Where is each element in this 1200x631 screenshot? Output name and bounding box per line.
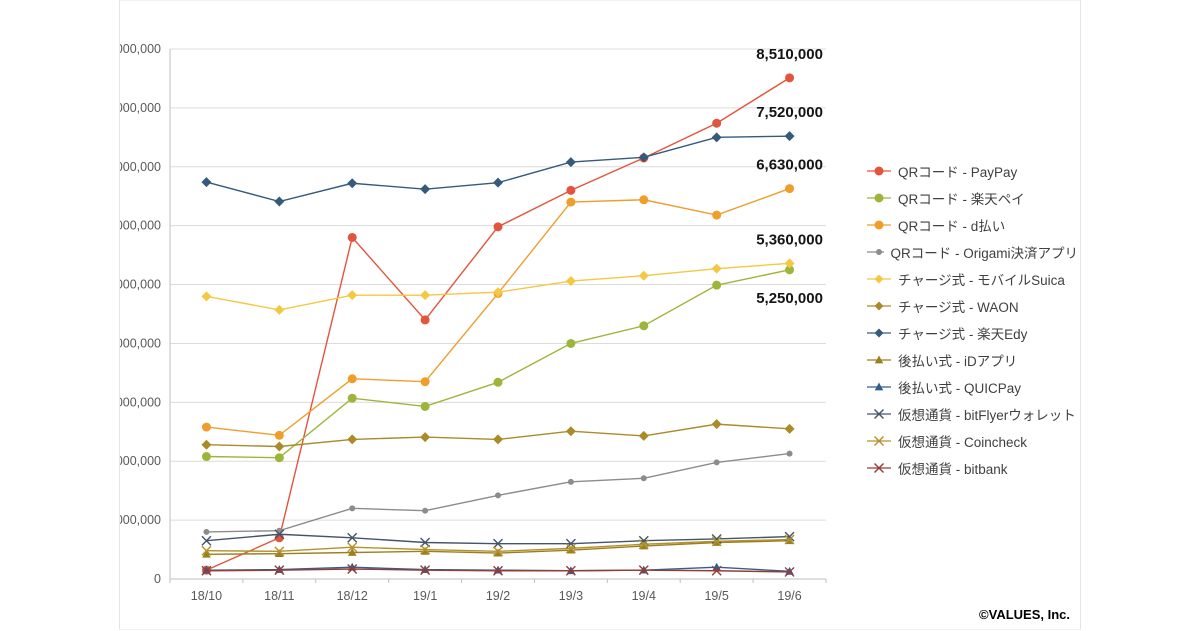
- legend-item-rakuten_pay: QRコード - 楽天ペイ: [866, 184, 1078, 211]
- y-axis-labels: 0 1,000,000 2,000,000 3,000,000 4,000,000 5,0…: [120, 42, 161, 586]
- svg-text:18/12: 18/12: [337, 589, 368, 603]
- chart-canvas: 0 1,000,000 2,000,000 3,000,000 4,000,000 5,0…: [120, 42, 827, 603]
- legend-item-coincheck: 仮想通貨 - Coincheck: [866, 427, 1078, 454]
- legend-label: チャージ式 - 楽天Edy: [898, 326, 1028, 342]
- svg-text:7,000,000: 7,000,000: [120, 160, 161, 174]
- legend-item-id_app: 後払い式 - iDアプリ: [866, 346, 1078, 373]
- legend: QRコード - PayPay QRコード - 楽天ペイ QRコード - d払い QRコ…: [866, 157, 1078, 481]
- legend-marker-icon: [867, 355, 891, 363]
- svg-text:5,000,000: 5,000,000: [120, 278, 161, 292]
- series-waon: [201, 419, 795, 452]
- legend-marker-icon: [867, 274, 891, 283]
- svg-text:6,000,000: 6,000,000: [120, 219, 161, 233]
- legend-marker-icon: [867, 435, 891, 446]
- svg-text:2,000,000: 2,000,000: [120, 454, 161, 468]
- series-quicpay: [202, 562, 794, 575]
- series-rakuten_pay: [201, 265, 795, 463]
- legend-marker-icon: [867, 382, 891, 390]
- legend-marker-icon: [867, 220, 891, 229]
- legend-label: 仮想通貨 - Coincheck: [898, 434, 1028, 450]
- series-bitbank: [201, 563, 795, 577]
- series-rakuten_edy: [201, 131, 795, 207]
- svg-text:1,000,000: 1,000,000: [120, 513, 161, 527]
- legend-marker-icon: [867, 248, 885, 255]
- svg-text:4,000,000: 4,000,000: [120, 336, 161, 350]
- legend-label: QRコード - Origami決済アプリ: [890, 245, 1078, 261]
- svg-text:18/11: 18/11: [264, 589, 294, 603]
- series-mobile_suica: [201, 258, 795, 315]
- legend-item-waon: チャージ式 - WAON: [866, 292, 1078, 319]
- legend-label: QRコード - PayPay: [898, 164, 1018, 180]
- legend-item-mobile_suica: チャージ式 - モバイルSuica: [866, 265, 1078, 292]
- legend-item-rakuten_edy: チャージ式 - 楽天Edy: [866, 319, 1078, 346]
- svg-text:19/5: 19/5: [704, 589, 728, 603]
- legend-label: QRコード - d払い: [898, 218, 1006, 234]
- x-axis-labels: 18/10 18/11 18/12 19/1 19/2 19/3 19/4 19/5 19/6: [191, 589, 802, 603]
- svg-text:3,000,000: 3,000,000: [120, 395, 161, 409]
- legend-item-bitbank: 仮想通貨 - bitbank: [866, 454, 1078, 481]
- chart-panel: 0 1,000,000 2,000,000 3,000,000 4,000,000 5,0…: [119, 0, 1081, 630]
- svg-text:9,000,000: 9,000,000: [120, 42, 161, 56]
- svg-text:19/6: 19/6: [777, 589, 801, 603]
- svg-text:5,360,000: 5,360,000: [756, 231, 823, 248]
- svg-text:18/10: 18/10: [191, 589, 222, 603]
- svg-text:8,000,000: 8,000,000: [120, 101, 161, 115]
- legend-label: 後払い式 - iDアプリ: [898, 353, 1018, 369]
- legend-label: チャージ式 - WAON: [898, 299, 1019, 315]
- legend-item-paypay: QRコード - PayPay: [866, 157, 1078, 184]
- legend-label: チャージ式 - モバイルSuica: [898, 272, 1065, 288]
- series-paypay: [201, 73, 795, 575]
- legend-marker-icon: [867, 408, 891, 419]
- svg-text:19/1: 19/1: [413, 589, 437, 603]
- svg-text:5,250,000: 5,250,000: [756, 290, 823, 307]
- gridlines: [169, 48, 827, 583]
- legend-label: 後払い式 - QUICPay: [898, 380, 1022, 396]
- data-labels: 8,510,000 7,520,000 6,630,000 5,360,000 5,25…: [756, 46, 823, 307]
- legend-item-bitflyer: 仮想通貨 - bitFlyerウォレット: [866, 400, 1078, 427]
- svg-text:6,630,000: 6,630,000: [756, 157, 823, 174]
- legend-marker-icon: [867, 193, 891, 202]
- svg-text:19/3: 19/3: [559, 589, 583, 603]
- svg-text:8,510,000: 8,510,000: [756, 46, 823, 63]
- svg-text:7,520,000: 7,520,000: [756, 104, 823, 121]
- series-origami: [203, 450, 793, 535]
- legend-marker-icon: [867, 328, 891, 337]
- legend-label: 仮想通貨 - bitbank: [898, 461, 1008, 477]
- copyright-text: ©VALUES, Inc.: [979, 607, 1070, 622]
- legend-label: 仮想通貨 - bitFlyerウォレット: [898, 407, 1076, 423]
- legend-item-origami: QRコード - Origami決済アプリ: [866, 238, 1078, 265]
- legend-item-d_barai: QRコード - d払い: [866, 211, 1078, 238]
- svg-text:0: 0: [154, 572, 161, 586]
- legend-marker-icon: [867, 166, 891, 175]
- legend-label: QRコード - 楽天ペイ: [898, 191, 1025, 207]
- legend-item-quicpay: 後払い式 - QUICPay: [866, 373, 1078, 400]
- legend-marker-icon: [867, 301, 891, 310]
- series-coincheck: [201, 534, 795, 557]
- series-bitflyer: [201, 529, 795, 549]
- legend-marker-icon: [867, 462, 891, 473]
- svg-text:19/4: 19/4: [632, 589, 656, 603]
- svg-text:19/2: 19/2: [486, 589, 510, 603]
